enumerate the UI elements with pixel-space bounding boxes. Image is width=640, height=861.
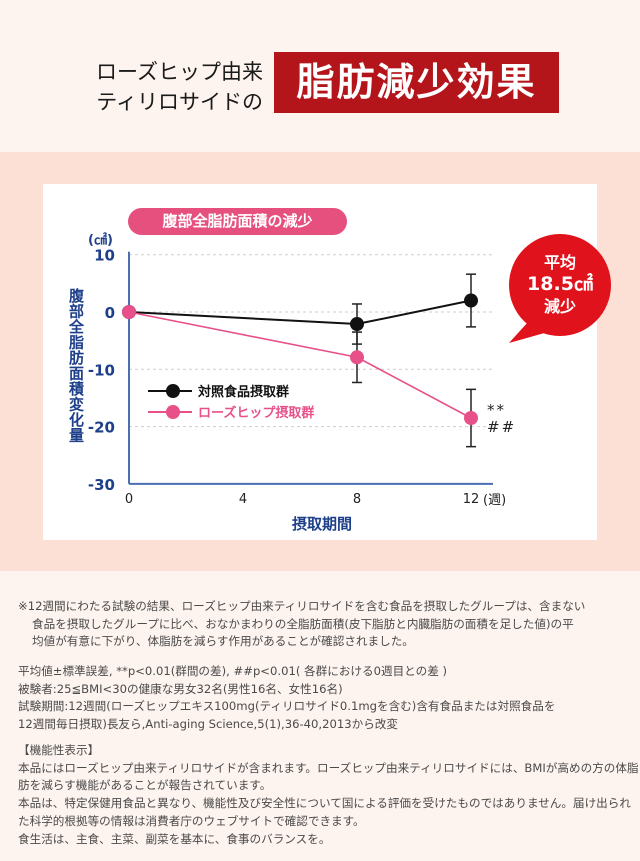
- y-tick-label: -30: [88, 476, 115, 494]
- data-point-marker: [350, 317, 364, 332]
- legend-label: 対照食品摂取群: [197, 384, 289, 400]
- callout-line1: 平均: [543, 253, 576, 272]
- y-tick-label: 0: [105, 304, 115, 322]
- note-line: 12週間毎日摂取)長友ら,Anti-aging Science,5(1),36-…: [18, 717, 398, 732]
- significance-annotation: ##: [487, 418, 516, 436]
- callout-bubble: [509, 234, 611, 336]
- study-details-note: 平均値±標準誤差, **p<0.01(群間の差), ##p<0.01( 各群にお…: [18, 663, 628, 734]
- x-tick-label: 8: [353, 492, 361, 507]
- note-line: 本品にはローズヒップ由来ティリロサイドが含まれます。ローズヒップ由来ティリロサイ…: [18, 760, 639, 775]
- note-line: 被験者:25≦BMI<30の健康な男女32名(男性16名、女性16名): [18, 681, 343, 696]
- data-point-marker: [464, 411, 478, 426]
- significance-annotation: **: [487, 401, 506, 419]
- note-line: 肪を減らす機能があることが報告されています。: [18, 778, 272, 793]
- y-tick-label: 10: [94, 247, 115, 265]
- legend-marker: [166, 384, 180, 398]
- callout-line2: 18.5㎠: [527, 273, 593, 295]
- note-line: 平均値±標準誤差, **p<0.01(群間の差), ##p<0.01( 各群にお…: [18, 664, 448, 678]
- study-result-note: ※12週間にわたる試験の結果、ローズヒップ由来ティリロサイドを含む食品を摂取した…: [18, 598, 628, 651]
- data-point-marker: [350, 350, 364, 365]
- callout-line3: 減少: [543, 297, 576, 316]
- y-tick-label: -10: [88, 361, 115, 379]
- header-subtitle-line1: ローズヒップ由来: [96, 60, 263, 84]
- note-heading: 【機能性表示】: [18, 743, 100, 757]
- data-point-marker: [122, 305, 136, 319]
- x-axis-label: 摂取期間: [291, 515, 352, 533]
- callout-bubble-text: 平均 18.5㎠ 減少: [510, 252, 610, 317]
- y-tick-label: -20: [88, 419, 115, 437]
- note-line: 食品を摂取したグループに比べ、おなかまわりの全脂肪面積(皮下脂肪と内臓脂肪の面積…: [32, 616, 574, 631]
- x-axis-unit: (週): [483, 493, 507, 508]
- note-line: 食生活は、主食、主菜、副菜を基本に、食事のバランスを。: [18, 831, 331, 846]
- chart-panel: [43, 184, 597, 540]
- chart-title-pill: 腹部全脂肪面積の減少: [128, 208, 347, 235]
- header-subtitle: ローズヒップ由来 ティリロサイドの: [60, 57, 263, 117]
- note-line: 試験期間:12週間(ローズヒップエキス100mg(ティリロサイド0.1mgを含む…: [18, 699, 556, 714]
- y-axis-label: 腹部全脂肪面積変化量: [67, 288, 85, 443]
- x-tick-label: 4: [239, 492, 247, 507]
- y-axis-unit: (㎠): [88, 233, 113, 248]
- header-subtitle-line2: ティリロサイドの: [96, 90, 263, 114]
- legend-marker: [166, 405, 180, 419]
- note-line: た科学的根拠等の情報は消費者庁のウェブサイトで確認できます。: [18, 813, 365, 828]
- data-point-marker: [464, 293, 478, 308]
- note-line: ※12週間にわたる試験の結果、ローズヒップ由来ティリロサイドを含む食品を摂取した…: [18, 599, 586, 613]
- functional-claim-note: 【機能性表示】 本品にはローズヒップ由来ティリロサイドが含まれます。ローズヒップ…: [18, 742, 639, 848]
- legend-label: ローズヒップ摂取群: [198, 405, 314, 421]
- series-line: [128, 311, 472, 419]
- note-line: 均値が有意に下がり、体脂肪を減らす作用があることが確認されました。: [32, 634, 414, 649]
- note-line: 本品は、特定保健用食品と異なり、機能性及び安全性について国による評価を受けたもの…: [18, 796, 631, 811]
- x-tick-label: 0: [125, 492, 133, 507]
- page-title: 脂肪減少効果: [274, 52, 559, 113]
- x-tick-label: 12: [463, 492, 480, 507]
